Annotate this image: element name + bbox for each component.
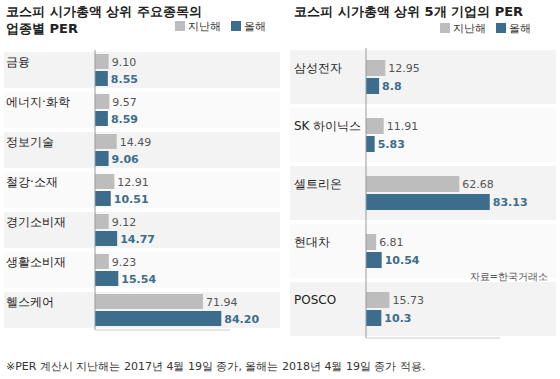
chart-title: 코스피 시가총액 상위 주요종목의업종별 PER <box>6 4 202 36</box>
row-band <box>4 132 280 168</box>
category-label: 현대차 <box>294 235 330 249</box>
legend-swatch <box>231 21 241 31</box>
data-label: 71.94 <box>206 296 238 309</box>
category-label: 셀트리온 <box>294 177 342 191</box>
data-label: 11.91 <box>387 120 419 133</box>
category-label: 삼성전자 <box>294 61 342 75</box>
bar <box>95 54 109 69</box>
bar <box>95 214 109 229</box>
label-group: 12.95 8.8 삼성전자 11.91 5.83 SK 하이닉스 62.68 83.13 셀트… <box>294 61 528 325</box>
axis-line <box>95 330 230 331</box>
bar <box>366 136 375 152</box>
axis-line <box>366 48 367 338</box>
category-label: 정보기술 <box>6 135 54 149</box>
data-label: 15.54 <box>121 273 156 286</box>
category-label: SK 하이닉스 <box>294 119 361 133</box>
bar <box>95 151 109 166</box>
data-label: 83.13 <box>493 196 528 209</box>
row-band <box>4 252 280 288</box>
bar <box>95 134 117 149</box>
row-band <box>290 108 556 162</box>
row-band <box>290 50 556 104</box>
bar <box>366 176 459 192</box>
label-group: 9.10 8.55 금융 9.57 8.59 에너지·화학 14.49 9.06 정보기술 12.… <box>6 55 259 326</box>
data-label: 9.57 <box>112 96 137 109</box>
legend-swatch <box>496 23 506 33</box>
category-label: 생활소비재 <box>6 255 66 269</box>
row-band <box>290 166 556 220</box>
bar <box>95 111 108 126</box>
legend-label: 지난해 <box>188 20 221 33</box>
data-label: 10.54 <box>385 254 420 267</box>
bar <box>366 78 379 94</box>
bar <box>95 294 203 309</box>
title-line: 코스피 시가총액 상위 주요종목의 <box>6 4 202 19</box>
data-label: 8.55 <box>111 73 138 86</box>
data-label: 9.06 <box>112 153 139 166</box>
bar-group <box>95 54 221 326</box>
chart-panel: 코스피 시가총액 상위 5개 기업의 PER지난해올해12.958.8삼성전자1… <box>290 4 556 338</box>
bar <box>95 231 117 246</box>
title-line: 코스피 시가총액 상위 5개 기업의 PER <box>294 4 523 19</box>
data-label: 9.23 <box>112 256 137 269</box>
bar <box>366 252 382 268</box>
legend-swatch <box>175 21 185 31</box>
legend-swatch <box>440 23 450 33</box>
legend-label: 올해 <box>509 22 531 35</box>
footnote: ※PER 계산시 지난해는 2017년 4월 19일 종가, 올해는 2018년… <box>6 360 425 373</box>
chart-root: 코스피 시가총액 상위 주요종목의업종별 PER지난해올해9.108.55금융9… <box>0 0 560 379</box>
data-label: 8.59 <box>111 113 138 126</box>
axis-line <box>95 50 96 330</box>
data-label: 14.77 <box>120 233 155 246</box>
data-label: 8.8 <box>382 80 402 93</box>
row-band <box>4 172 280 208</box>
category-label: 철강·소재 <box>6 175 58 189</box>
data-label: 10.3 <box>384 312 411 325</box>
bar <box>95 71 108 86</box>
category-label: 경기소비재 <box>6 215 66 229</box>
legend-label: 지난해 <box>453 22 486 35</box>
bar <box>95 311 221 326</box>
bar <box>95 174 114 189</box>
bar <box>95 254 109 269</box>
category-label: POSCO <box>294 293 336 307</box>
category-label: 헬스케어 <box>6 295 54 309</box>
data-label: 84.20 <box>224 313 259 326</box>
legend-label: 올해 <box>244 20 266 33</box>
bar-group <box>366 60 490 326</box>
row-band <box>290 282 556 336</box>
title-line: 업종별 PER <box>6 21 78 36</box>
chart-panel: 코스피 시가총액 상위 주요종목의업종별 PER지난해올해9.108.55금융9… <box>4 4 280 330</box>
row-band <box>4 292 280 328</box>
data-label: 62.68 <box>462 178 494 191</box>
data-label: 12.95 <box>388 62 420 75</box>
bar <box>95 271 118 286</box>
data-label: 9.12 <box>112 216 136 229</box>
bar <box>95 191 111 206</box>
annotation: 자료=한국거래소 <box>470 271 548 282</box>
axis-line <box>366 338 500 339</box>
bar <box>366 234 376 250</box>
data-label: 5.83 <box>378 138 405 151</box>
data-label: 15.73 <box>392 294 424 307</box>
category-label: 금융 <box>6 55 30 69</box>
row-band <box>290 224 556 278</box>
data-label: 10.51 <box>114 193 149 206</box>
row-band <box>4 92 280 128</box>
category-label: 에너지·화학 <box>6 95 70 109</box>
bar <box>366 292 389 308</box>
row-band <box>4 52 280 88</box>
bar <box>366 60 385 76</box>
bar <box>366 310 381 326</box>
data-label: 14.49 <box>120 136 152 149</box>
data-label: 6.81 <box>379 236 404 249</box>
bar <box>366 194 490 210</box>
bar <box>95 94 109 109</box>
data-label: 9.10 <box>112 56 136 69</box>
data-label: 12.91 <box>117 176 148 189</box>
chart-title: 코스피 시가총액 상위 5개 기업의 PER <box>294 4 523 19</box>
row-band <box>4 212 280 248</box>
bar <box>366 118 384 134</box>
